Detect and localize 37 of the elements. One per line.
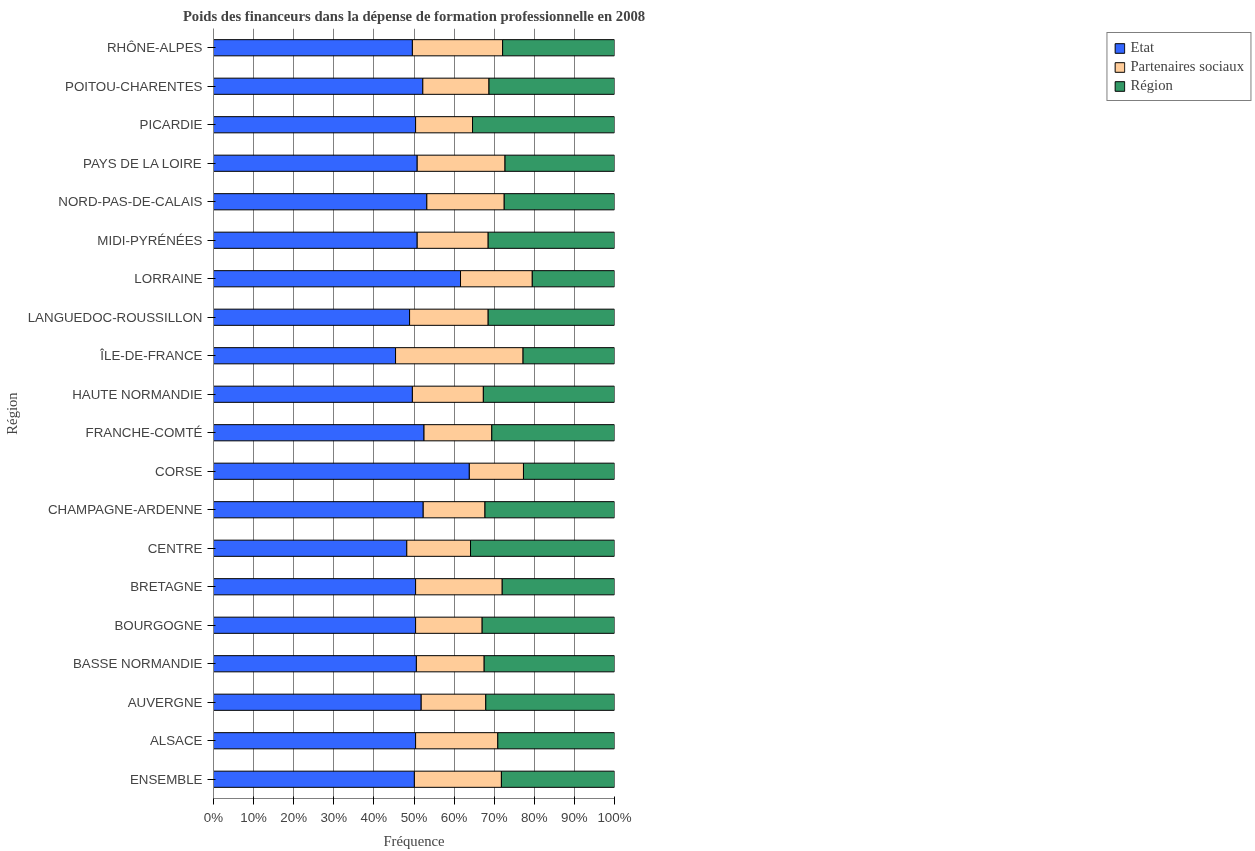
y-tick-label: LANGUEDOC-ROUSSILLON [27, 309, 203, 325]
y-tick-label: CORSE [155, 463, 203, 479]
x-tick-label: 80% [520, 809, 548, 825]
y-tick-label: BRETAGNE [130, 579, 203, 595]
y-tick-label: CENTRE [147, 540, 203, 556]
y-tick-label: ÎLE-DE-FRANCE [99, 348, 203, 364]
y-tick-label: MIDI-PYRÉNÉES [97, 232, 203, 248]
y-tick-label: PAYS DE LA LOIRE [83, 155, 202, 171]
x-tick-label: 30% [320, 809, 348, 825]
legend-label: Etat [1130, 39, 1155, 56]
y-tick-label: NORD-PAS-DE-CALAIS [58, 194, 203, 210]
y-tick-label: BASSE NORMANDIE [72, 656, 203, 672]
x-tick-label: 10% [240, 809, 268, 825]
x-tick-label: 60% [440, 809, 468, 825]
y-tick-label: ALSACE [149, 733, 203, 749]
y-tick-label: FRANCHE-COMTÉ [85, 425, 203, 441]
legend-label: Partenaires sociaux [1130, 58, 1244, 75]
x-tick-label: 40% [360, 809, 388, 825]
y-tick-label: CHAMPAGNE-ARDENNE [47, 502, 203, 518]
x-tick-label: 50% [400, 809, 428, 825]
y-tick-label: AUVERGNE [127, 694, 203, 710]
y-tick-label: PICARDIE [139, 117, 203, 133]
x-tick-label: 100% [597, 809, 632, 825]
x-axis-title: Fréquence [383, 832, 445, 849]
x-tick-label: 0% [203, 809, 224, 825]
y-tick-label: ENSEMBLE [129, 771, 203, 787]
x-tick-label: 90% [561, 809, 588, 825]
y-tick-label: HAUTE NORMANDIE [72, 386, 203, 402]
y-tick-label: LORRAINE [134, 271, 203, 287]
chart-title: Poids des financeurs dans la dépense de formation professionnelle en 2008 [182, 7, 646, 24]
y-axis-title: Région [3, 391, 20, 435]
y-tick-label: RHÔNE-ALPES [106, 40, 203, 56]
y-tick-label: BOURGOGNE [114, 617, 203, 633]
legend-label: Région [1130, 77, 1173, 94]
y-tick-label: POITOU-CHARENTES [65, 78, 203, 94]
x-tick-label: 70% [480, 809, 508, 825]
x-tick-label: 20% [280, 809, 308, 825]
